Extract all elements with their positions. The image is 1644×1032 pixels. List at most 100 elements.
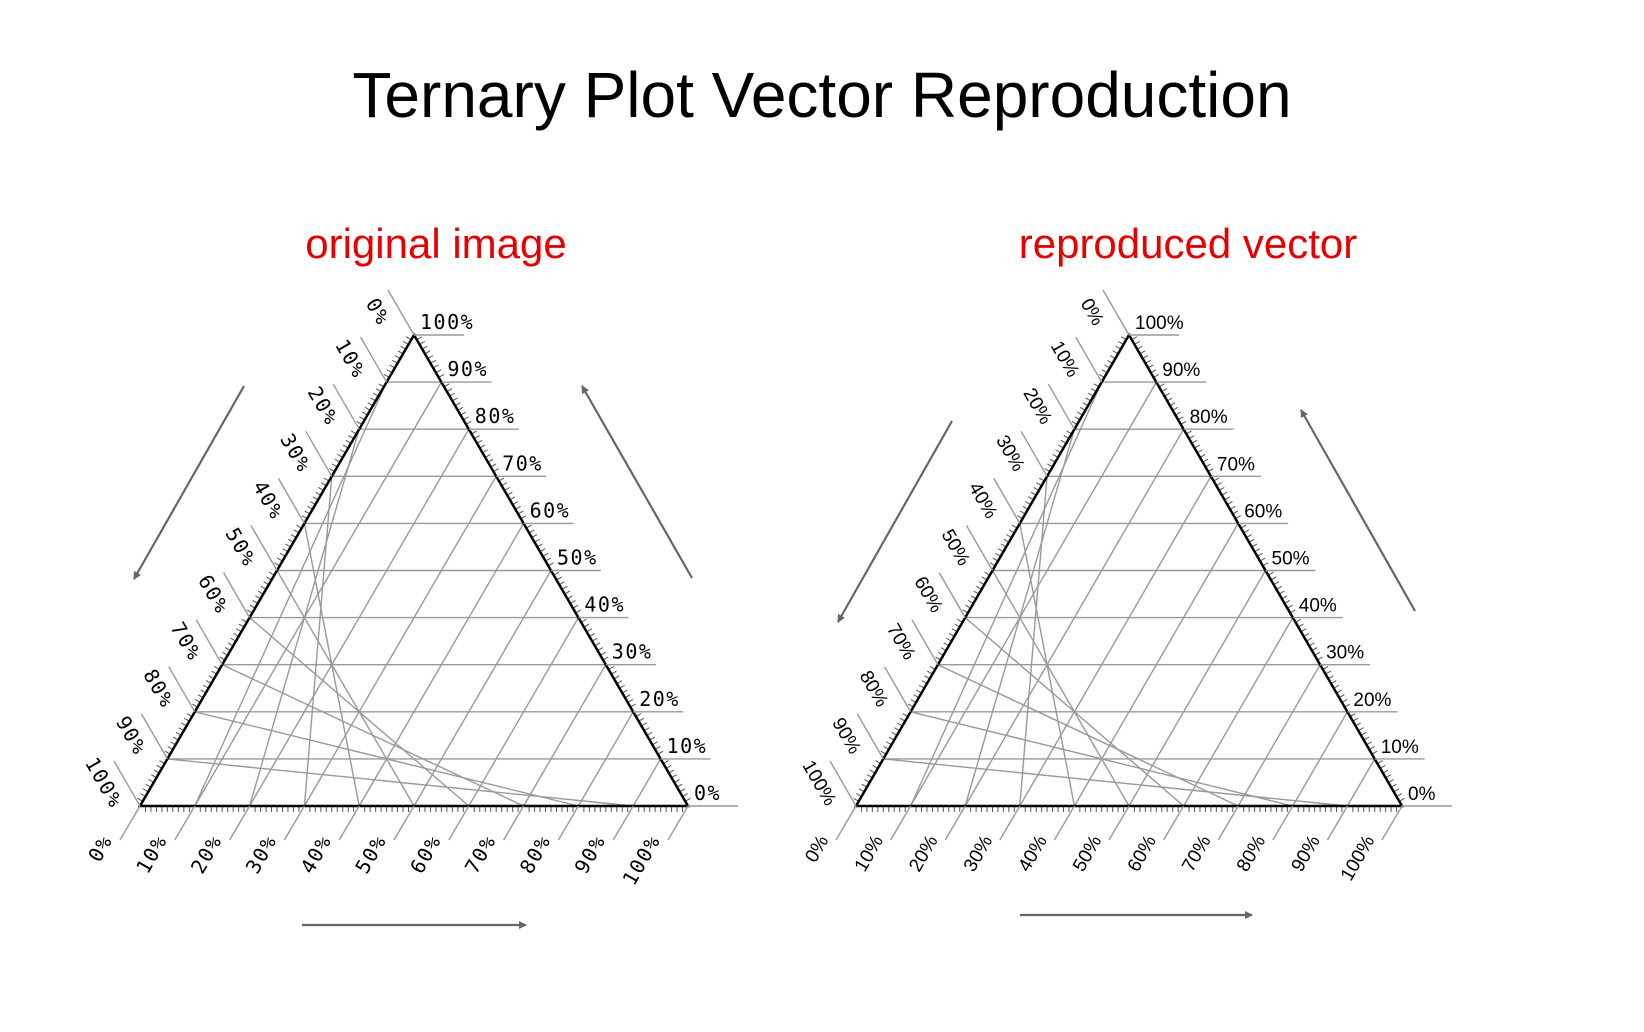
bottom-axis-label: 50% [1069, 832, 1106, 876]
grid-line-rising [249, 617, 470, 807]
right-axis-label: 90% [1162, 360, 1200, 381]
grid-line-falling [577, 711, 634, 807]
subtitle-reproduced: reproduced vector [1018, 220, 1358, 267]
left-direction-arrow [133, 385, 245, 580]
bottom-axis-label: 30% [960, 832, 997, 876]
left-axis-label: 10% [1046, 338, 1083, 382]
bottom-axis-label: 70% [1178, 832, 1215, 876]
left-axis-label: 50% [937, 526, 974, 570]
left-axis-tick [168, 666, 196, 713]
left-axis-tick [195, 619, 223, 666]
right-axis-label: 30% [612, 640, 653, 664]
bottom-axis-label: 100% [1337, 832, 1380, 885]
right-axis-label: 0% [694, 781, 721, 805]
grid-line-falling [413, 570, 552, 807]
left-axis-label: 80% [855, 667, 892, 711]
left-axis-label: 0% [1076, 295, 1108, 329]
right-axis-label: 70% [1217, 454, 1255, 475]
bottom-axis-tick [228, 805, 251, 841]
right-axis-label: 20% [1353, 690, 1391, 711]
right-axis-label: 70% [502, 451, 543, 475]
grid-line-rising [167, 758, 634, 807]
right-axis-label: 40% [1299, 596, 1337, 617]
left-axis-label: 30% [991, 432, 1028, 476]
left-axis-tick [965, 525, 994, 571]
bottom-axis-label: 40% [1015, 832, 1052, 876]
grid-line-rising [883, 758, 1348, 807]
right-direction-arrow [581, 385, 693, 579]
right-axis-label: 100% [1135, 313, 1184, 334]
bottom-axis-label: 20% [905, 832, 942, 876]
left-axis-tick [1075, 336, 1103, 383]
grid-line-falling [303, 475, 497, 807]
bottom-axis-tick [1053, 805, 1076, 841]
grid-line-rising [991, 570, 1130, 807]
right-axis-label: 50% [557, 546, 598, 570]
left-axis-tick [113, 760, 141, 807]
left-axis-tick [829, 760, 857, 807]
bottom-axis-tick [835, 805, 857, 841]
bottom-axis-tick [502, 805, 525, 841]
right-axis-label: 60% [1244, 501, 1282, 522]
bottom-axis-tick [1217, 805, 1239, 841]
bottom-axis-tick [119, 805, 141, 841]
left-axis-tick [856, 713, 884, 760]
right-axis-label: 80% [1190, 407, 1228, 428]
bottom-axis-tick [1326, 805, 1349, 841]
left-axis-tick [1102, 289, 1130, 336]
right-axis-label: 80% [475, 404, 516, 428]
left-axis-tick [250, 525, 278, 571]
grid-line-falling [1292, 711, 1349, 807]
grid-line-rising [194, 711, 579, 807]
grid-line-falling [522, 664, 607, 807]
bottom-axis-tick [612, 805, 634, 841]
grid-line-rising [937, 664, 1239, 807]
left-axis-tick [1047, 383, 1076, 430]
right-axis-label: 10% [1381, 737, 1419, 758]
right-axis-label: 10% [667, 734, 708, 758]
right-axis-label: 90% [447, 357, 488, 381]
bottom-axis-tick [944, 805, 966, 841]
right-axis-label: 40% [584, 593, 625, 617]
left-axis-tick [305, 430, 333, 477]
grid-line-falling [1182, 617, 1294, 807]
left-axis-tick [277, 478, 306, 524]
bottom-axis-tick [1162, 805, 1185, 841]
left-axis-tick [332, 383, 360, 430]
bottom-axis-tick [667, 805, 689, 841]
grid-line-falling [1128, 570, 1267, 807]
grid-line-falling [1019, 475, 1212, 807]
right-direction-arrow [1300, 409, 1416, 612]
grid-line-falling [1237, 664, 1321, 807]
grid-line-falling [1346, 758, 1376, 807]
bottom-axis-tick [557, 805, 580, 841]
left-axis-tick [911, 619, 939, 666]
bottom-axis-tick [338, 805, 360, 841]
bottom-axis-label: 80% [1233, 832, 1270, 876]
grid-line-rising [964, 617, 1185, 807]
bottom-axis-tick [283, 805, 306, 841]
left-axis-label: 40% [964, 479, 1001, 523]
bottom-axis-tick [1108, 805, 1130, 841]
right-axis-label: 100% [420, 310, 474, 334]
right-axis-label: 20% [639, 687, 680, 711]
bottom-axis-tick [889, 805, 912, 841]
left-axis-tick [140, 713, 169, 760]
grid-line-rising [910, 711, 1293, 807]
bottom-axis-label: 90% [1288, 832, 1325, 876]
left-axis-tick [993, 478, 1021, 524]
bottom-axis-tick [1272, 805, 1294, 841]
bottom-axis-label: 0% [801, 832, 833, 866]
bottom-axis-label: 60% [1124, 832, 1161, 876]
left-axis-label: 100% [798, 757, 841, 810]
grid-line-falling [468, 617, 580, 807]
page-title: Ternary Plot Vector Reproduction [352, 59, 1292, 131]
bottom-axis-tick [999, 805, 1021, 841]
bottom-axis-tick [393, 805, 415, 841]
right-axis-label: 50% [1272, 549, 1310, 570]
left-axis-tick [359, 336, 388, 383]
subtitle-original: original image [305, 220, 567, 267]
bottom-axis-tick [1381, 805, 1403, 841]
left-axis-label: 60% [909, 573, 946, 617]
